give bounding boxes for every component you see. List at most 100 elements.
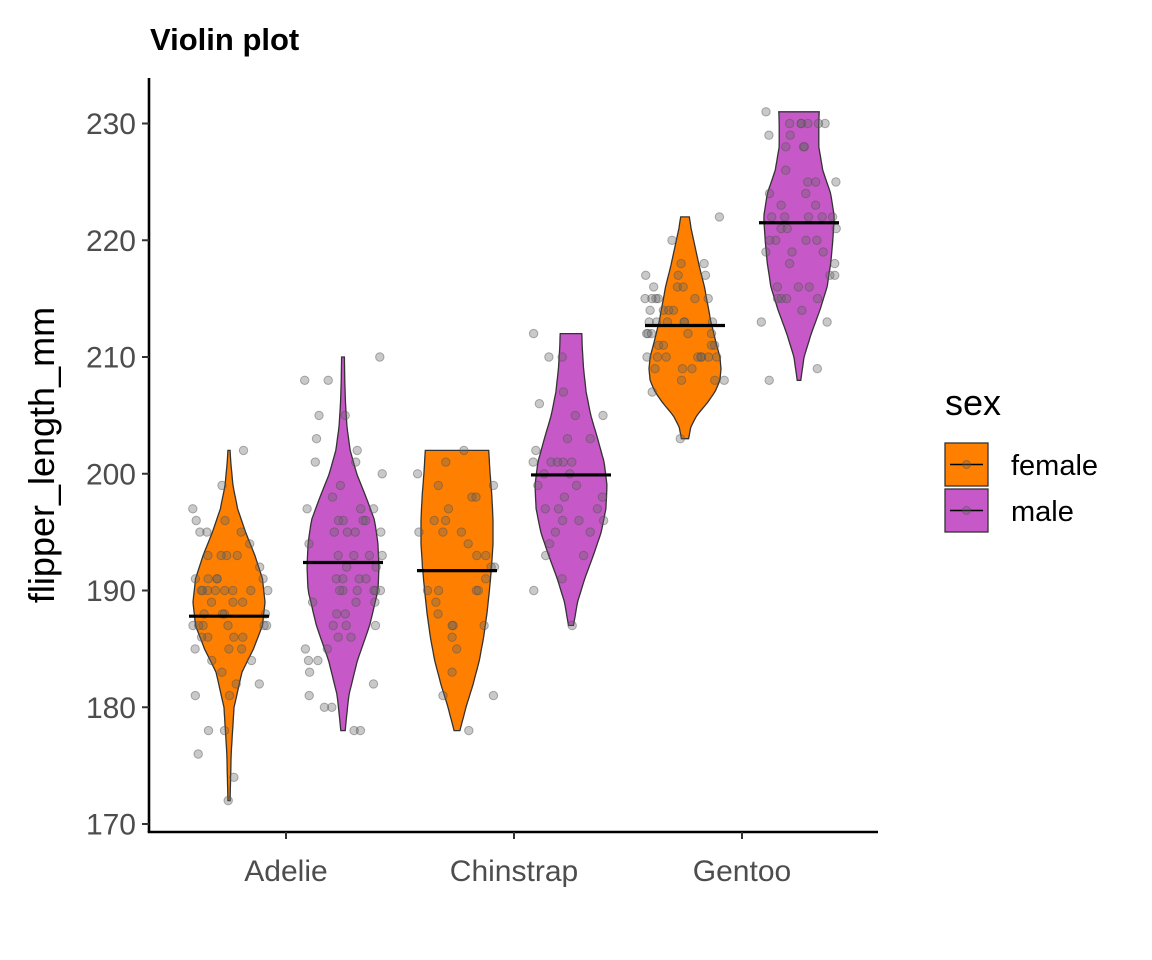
- jitter-point: [346, 632, 356, 642]
- jitter-point: [703, 293, 713, 304]
- jitter-point: [641, 270, 651, 280]
- jitter-point: [693, 352, 703, 362]
- jitter-point: [375, 585, 386, 596]
- jitter-point: [820, 118, 830, 129]
- jitter-point: [540, 504, 550, 514]
- jitter-point: [531, 445, 541, 456]
- jitter-point: [414, 527, 424, 537]
- jitter-point: [229, 772, 239, 782]
- jitter-point: [798, 142, 809, 152]
- jitter-point: [197, 585, 208, 596]
- jitter-point: [645, 305, 655, 315]
- jitter-point: [313, 655, 323, 666]
- jitter-point: [441, 457, 451, 467]
- jitter-point: [471, 585, 482, 596]
- jitter-point: [567, 620, 577, 631]
- jitter-point: [647, 293, 657, 304]
- jitter-point: [529, 585, 539, 596]
- jitter-point: [333, 515, 344, 526]
- jitter-point: [368, 679, 379, 689]
- jitter-point: [771, 235, 781, 246]
- jitter-point: [592, 504, 603, 514]
- jitter-point: [368, 504, 379, 514]
- jitter-point: [585, 434, 595, 444]
- jitter-point: [473, 585, 483, 596]
- jitter-point: [311, 434, 322, 444]
- jitter-point: [217, 667, 227, 677]
- jitter-point: [335, 585, 345, 596]
- jitter-point: [433, 609, 443, 619]
- jitter-point: [831, 223, 841, 234]
- jitter-point: [472, 550, 482, 561]
- jitter-point: [341, 620, 351, 631]
- jitter-point: [831, 177, 841, 187]
- jitter-point: [687, 364, 697, 374]
- jitter-point: [598, 410, 608, 421]
- jitter-point: [544, 352, 554, 362]
- jitter-point: [356, 504, 366, 514]
- jitter-point: [801, 188, 811, 199]
- jitter-point: [830, 258, 840, 269]
- jitter-point: [664, 305, 674, 315]
- jitter-point: [207, 655, 217, 666]
- jitter-point: [784, 258, 795, 269]
- jitter-point: [433, 480, 443, 491]
- jitter-point: [675, 434, 685, 444]
- jitter-point: [216, 550, 226, 561]
- legend-item-male: male: [944, 488, 1074, 533]
- jitter-point: [765, 235, 775, 246]
- jitter-point: [574, 515, 584, 526]
- jitter-point: [552, 457, 563, 467]
- jitter-point: [341, 562, 352, 572]
- jitter-point: [360, 515, 371, 526]
- jitter-point: [377, 469, 387, 479]
- jitter-point: [488, 690, 499, 701]
- jitter-point: [196, 585, 207, 596]
- jitter-point: [761, 107, 771, 117]
- jitter-point: [812, 293, 823, 304]
- y-tick-label: 230: [86, 108, 136, 141]
- y-tick-label: 190: [86, 575, 136, 608]
- jitter-point: [781, 142, 791, 152]
- jitter-point: [471, 492, 481, 502]
- jitter-point: [340, 609, 350, 619]
- jitter-point: [544, 539, 555, 549]
- jitter-point: [585, 527, 595, 537]
- jitter-point: [206, 597, 217, 607]
- jitter-point: [653, 293, 663, 304]
- jitter-point: [598, 515, 609, 526]
- jitter-point: [259, 620, 269, 631]
- jitter-point: [191, 515, 201, 526]
- jitter-point: [203, 550, 213, 561]
- violin-female-chinstrap: [420, 449, 494, 732]
- jitter-point: [782, 223, 792, 234]
- jitter-point: [319, 702, 330, 712]
- jitter-point: [196, 632, 207, 642]
- jitter-point: [193, 749, 203, 759]
- jitter-point: [369, 585, 379, 596]
- jitter-point: [822, 317, 832, 327]
- jitter-point: [793, 282, 804, 292]
- jitter-point: [640, 293, 650, 304]
- jitter-point: [811, 177, 821, 187]
- x-tick-label: Gentoo: [693, 855, 791, 888]
- jitter-point: [452, 644, 462, 654]
- jitter-point: [567, 457, 577, 467]
- jitter-point: [818, 247, 828, 257]
- jitter-point: [651, 293, 661, 304]
- jitter-point: [371, 562, 381, 572]
- jitter-point: [803, 118, 813, 129]
- jitter-point: [228, 585, 238, 596]
- jitter-point: [767, 212, 777, 222]
- jitter-point: [329, 527, 339, 537]
- jitter-point: [562, 434, 573, 444]
- jitter-point: [578, 550, 589, 561]
- jitter-point: [224, 644, 234, 654]
- jitter-point: [228, 597, 238, 607]
- jitter-point: [652, 352, 663, 362]
- jitter-point: [772, 282, 783, 292]
- jitter-point: [796, 118, 806, 129]
- y-tick-label: 220: [86, 225, 136, 258]
- jitter-point: [364, 550, 375, 561]
- jitter-point: [710, 375, 720, 385]
